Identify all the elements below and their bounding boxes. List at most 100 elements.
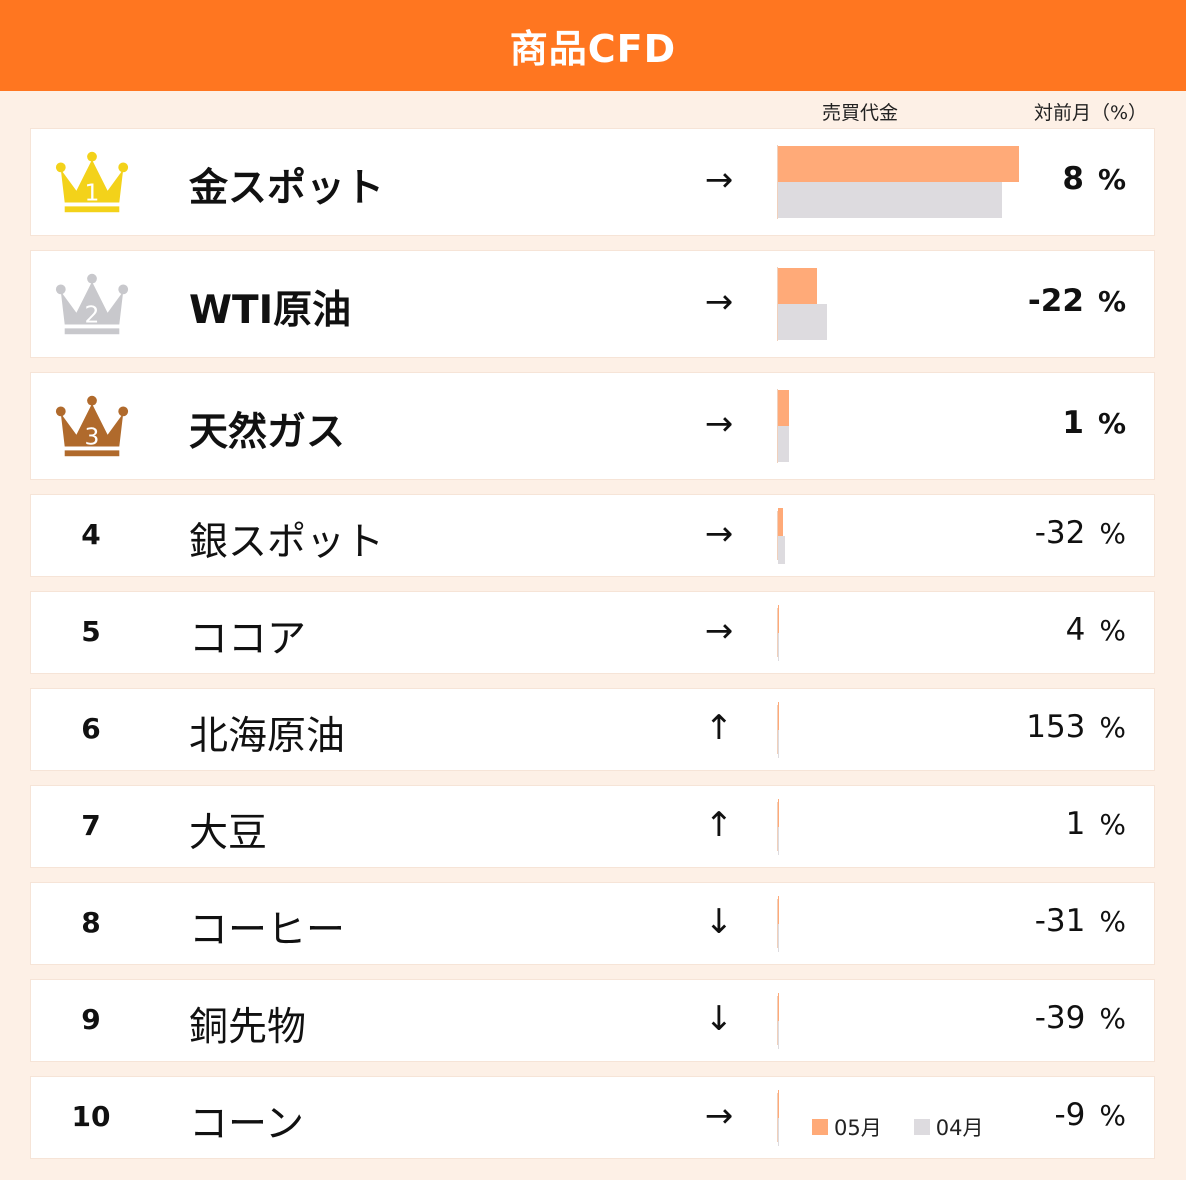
ranking-row: 7 大豆 ↑ 1% bbox=[31, 786, 1154, 867]
month-change-value: -9% bbox=[1054, 1097, 1126, 1133]
crown-rank-number: 2 bbox=[85, 301, 100, 329]
crown-icon: 3 bbox=[53, 391, 131, 461]
commodity-name: ココア bbox=[189, 616, 307, 662]
change-number: 8 bbox=[1062, 161, 1084, 197]
month-change-value: -22% bbox=[1028, 283, 1126, 319]
ranking-row: 6 北海原油 ↑ 153% bbox=[31, 689, 1154, 770]
bar-axis-line bbox=[777, 267, 778, 341]
change-number: -22 bbox=[1027, 283, 1084, 319]
legend-item-current: 05月 bbox=[812, 1112, 882, 1142]
month-change-value: 153% bbox=[1026, 709, 1126, 745]
bar-axis-line bbox=[777, 802, 778, 851]
bar-current-month bbox=[778, 268, 817, 304]
bar-axis-line bbox=[777, 1093, 778, 1142]
percent-unit: % bbox=[1097, 163, 1126, 196]
bar-previous-month bbox=[778, 1020, 779, 1049]
ranking-row: 9 銅先物 ↓ -39% bbox=[31, 980, 1154, 1061]
percent-unit: % bbox=[1099, 1001, 1126, 1035]
bar-previous-month bbox=[778, 535, 786, 564]
commodity-name: コーヒー bbox=[189, 907, 346, 953]
trend-arrow-icon: → bbox=[704, 610, 734, 651]
bar-previous-month bbox=[778, 923, 779, 952]
ranking-row: 2 WTI原油 → -22% bbox=[31, 251, 1154, 357]
percent-unit: % bbox=[1099, 904, 1126, 938]
legend-swatch-current bbox=[812, 1119, 828, 1135]
value-column-header: 売買代金 bbox=[822, 102, 899, 124]
trend-arrow-icon: → bbox=[704, 513, 734, 554]
bar-axis-line bbox=[777, 511, 778, 560]
crown-rank-number: 3 bbox=[85, 423, 100, 451]
legend-label-current: 05月 bbox=[834, 1116, 882, 1140]
commodity-name: コーン bbox=[189, 1101, 305, 1147]
commodity-name: 銅先物 bbox=[189, 1004, 307, 1050]
bar-current-month bbox=[778, 390, 789, 426]
percent-unit: % bbox=[1097, 285, 1126, 318]
bar-axis-line bbox=[777, 899, 778, 948]
rank-number: 7 bbox=[81, 808, 101, 842]
bar-previous-month bbox=[778, 632, 779, 661]
bar-current-month bbox=[778, 701, 779, 730]
trend-arrow-icon: ↓ bbox=[704, 901, 734, 942]
change-number: -32 bbox=[1034, 514, 1086, 551]
trend-arrow-icon: → bbox=[704, 282, 734, 322]
month-change-value: -39% bbox=[1035, 1000, 1126, 1036]
commodity-name: 天然ガス bbox=[189, 410, 346, 455]
legend-item-previous: 04月 bbox=[913, 1112, 983, 1142]
percent-unit: % bbox=[1099, 613, 1126, 647]
ranking-row: 3 天然ガス → 1% bbox=[31, 373, 1154, 479]
bar-previous-month bbox=[778, 426, 789, 462]
percent-unit: % bbox=[1099, 710, 1126, 744]
bar-axis-line bbox=[777, 705, 778, 754]
bar-current-month bbox=[778, 507, 783, 536]
commodity-name: 銀スポット bbox=[189, 519, 385, 565]
ranking-row: 1 金スポット → 8% bbox=[31, 129, 1154, 235]
month-change-value: 1% bbox=[1062, 405, 1126, 441]
percent-unit: % bbox=[1097, 407, 1126, 440]
rank-number: 6 bbox=[81, 711, 101, 745]
change-number: 4 bbox=[1065, 611, 1086, 648]
rank-number: 9 bbox=[81, 1002, 101, 1036]
crown-rank-number: 1 bbox=[85, 179, 100, 207]
commodity-name: 金スポット bbox=[189, 166, 385, 211]
percent-unit: % bbox=[1099, 516, 1126, 550]
rank-number: 10 bbox=[71, 1099, 111, 1133]
change-number: -9 bbox=[1054, 1096, 1086, 1133]
change-column-header: 対前月（%） bbox=[1034, 102, 1148, 124]
legend-swatch-previous bbox=[913, 1119, 930, 1135]
trend-arrow-icon: → bbox=[704, 1095, 734, 1136]
change-number: 1 bbox=[1065, 805, 1086, 842]
title-banner: 商品CFD bbox=[0, 0, 1186, 91]
change-number: 153 bbox=[1026, 708, 1086, 745]
percent-unit: % bbox=[1099, 1098, 1126, 1132]
bar-axis-line bbox=[777, 608, 778, 657]
ranking-row: 8 コーヒー ↓ -31% bbox=[31, 883, 1154, 964]
trend-arrow-icon: → bbox=[704, 160, 734, 200]
ranking-row: 4 銀スポット → -32% bbox=[31, 495, 1154, 576]
bar-axis-line bbox=[777, 996, 778, 1045]
trend-arrow-icon: ↑ bbox=[704, 707, 734, 748]
crown-icon: 1 bbox=[53, 147, 131, 217]
commodity-name: WTI原油 bbox=[189, 288, 352, 333]
bar-current-month bbox=[778, 146, 1019, 182]
month-change-value: -31% bbox=[1035, 903, 1126, 939]
bar-axis-line bbox=[777, 389, 778, 463]
commodity-name: 北海原油 bbox=[189, 713, 346, 759]
ranking-row: 5 ココア → 4% bbox=[31, 592, 1154, 673]
chart-title: 商品CFD bbox=[509, 27, 677, 71]
month-change-value: -32% bbox=[1035, 515, 1126, 551]
trend-arrow-icon: ↓ bbox=[704, 998, 734, 1039]
month-change-value: 4% bbox=[1066, 612, 1126, 648]
change-number: -39 bbox=[1034, 999, 1086, 1036]
ranking-row: 10 コーン → -9% bbox=[31, 1077, 1154, 1158]
bar-current-month bbox=[778, 604, 779, 633]
change-number: 1 bbox=[1062, 405, 1084, 441]
change-number: -31 bbox=[1034, 902, 1086, 939]
commodity-name: 大豆 bbox=[189, 810, 268, 856]
crown-icon: 2 bbox=[53, 269, 131, 339]
percent-unit: % bbox=[1099, 807, 1126, 841]
bar-axis-line bbox=[777, 145, 778, 219]
rank-number: 5 bbox=[81, 614, 101, 648]
month-change-value: 8% bbox=[1062, 161, 1126, 197]
rank-number: 8 bbox=[81, 905, 101, 939]
trend-arrow-icon: → bbox=[704, 404, 734, 444]
